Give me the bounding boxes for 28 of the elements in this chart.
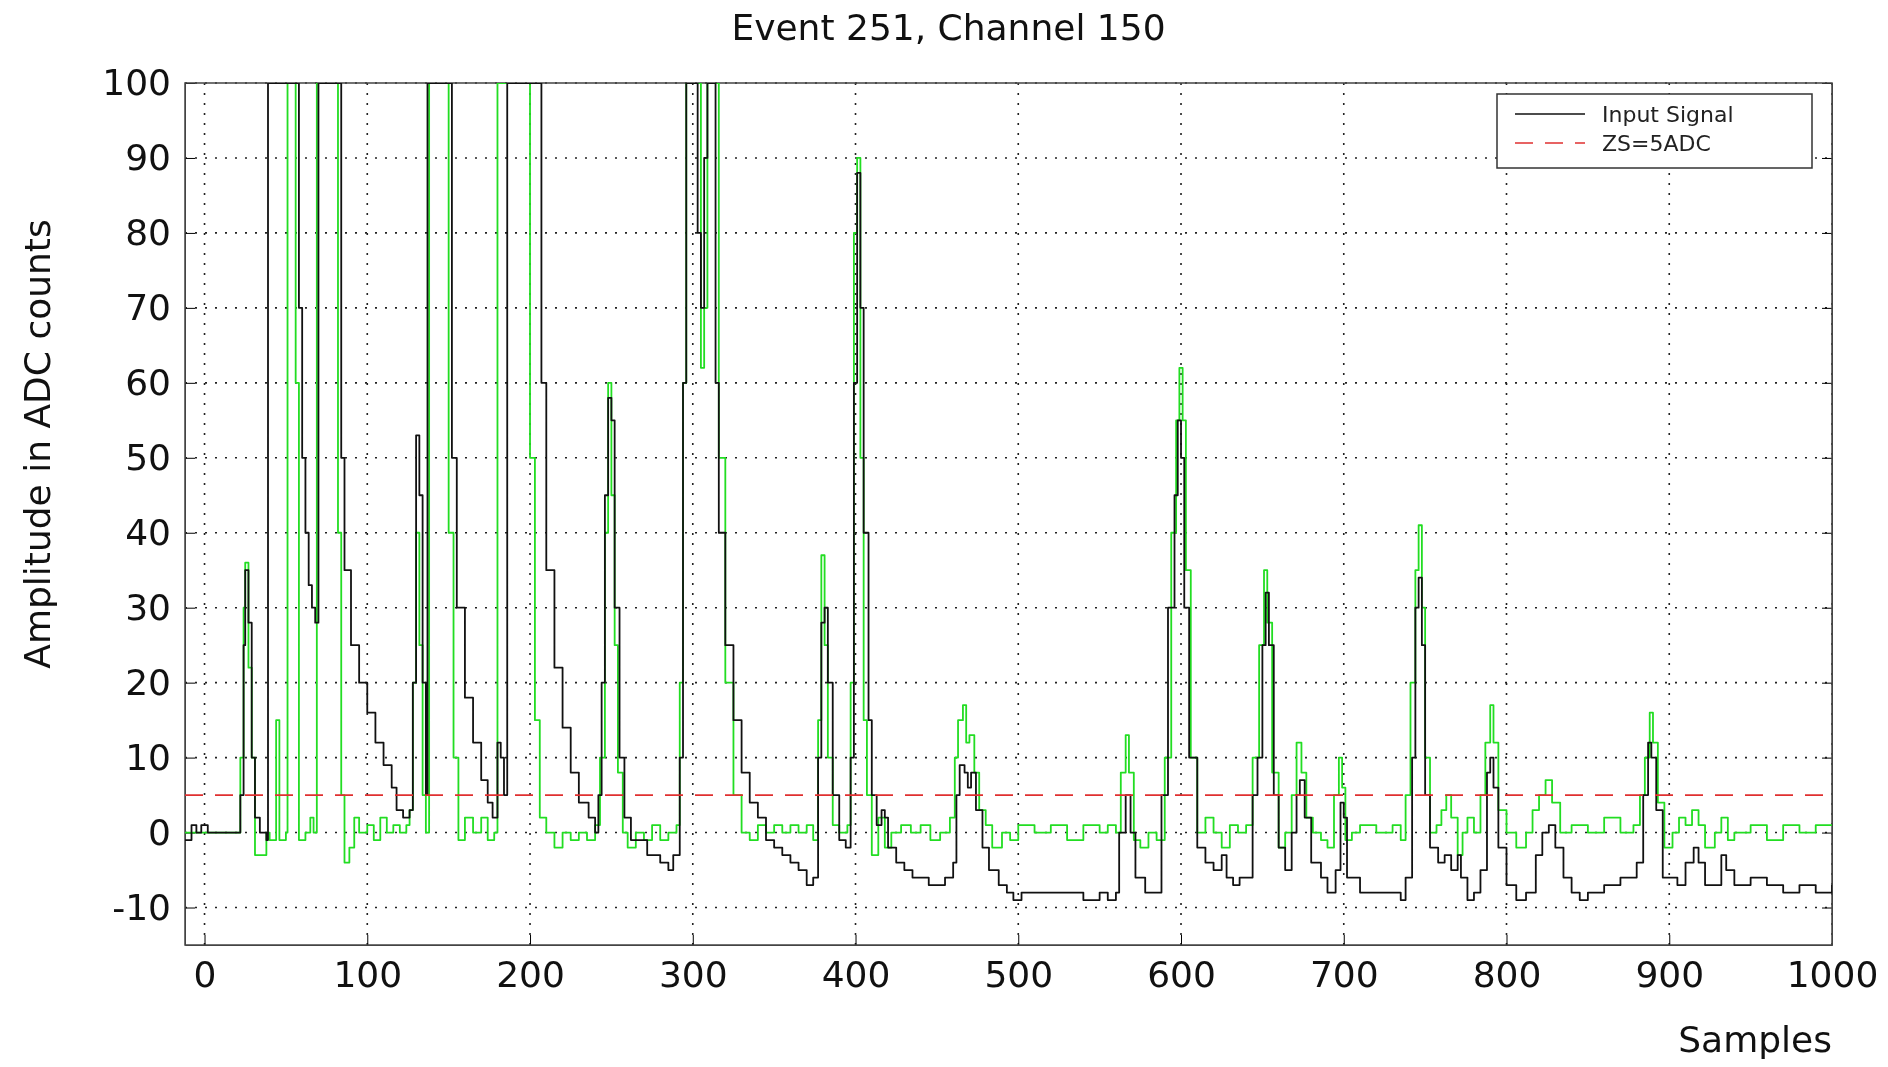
x-tick-label: 0 [193, 953, 217, 995]
y-axis-title: Amplitude in ADC counts [17, 219, 58, 669]
y-tick-label: 70 [125, 286, 171, 328]
legend-label: Input Signal [1602, 102, 1734, 127]
x-tick-label: 500 [984, 953, 1054, 995]
x-tick-label: 400 [821, 953, 891, 995]
x-tick-label: 600 [1147, 953, 1216, 995]
x-tick-label: 1000 [1786, 953, 1879, 995]
x-tick-label: 700 [1309, 953, 1379, 995]
chart-title: Event 251, Channel 150 [731, 7, 1166, 48]
y-tick-label: 100 [102, 62, 171, 104]
x-tick-label: 100 [333, 953, 403, 995]
y-tick-label: 90 [125, 136, 171, 178]
legend-label: ZS=5ADC [1602, 131, 1711, 156]
x-tick-label: 300 [658, 953, 728, 995]
y-tick-label: 30 [125, 586, 171, 628]
x-tick-label: 200 [496, 953, 565, 995]
y-tick-label: 60 [125, 361, 171, 403]
y-tick-label: 10 [125, 736, 171, 778]
y-tick-label: 0 [148, 811, 171, 853]
y-tick-label: -10 [112, 886, 171, 928]
x-axis-title: Samples [1678, 1019, 1832, 1060]
y-tick-label: 80 [125, 211, 171, 253]
y-tick-label: 40 [125, 511, 171, 553]
x-tick-label: 800 [1472, 953, 1542, 995]
y-tick-label: 20 [125, 661, 171, 703]
y-tick-label: 50 [125, 436, 171, 478]
x-tick-label: 900 [1635, 953, 1705, 995]
